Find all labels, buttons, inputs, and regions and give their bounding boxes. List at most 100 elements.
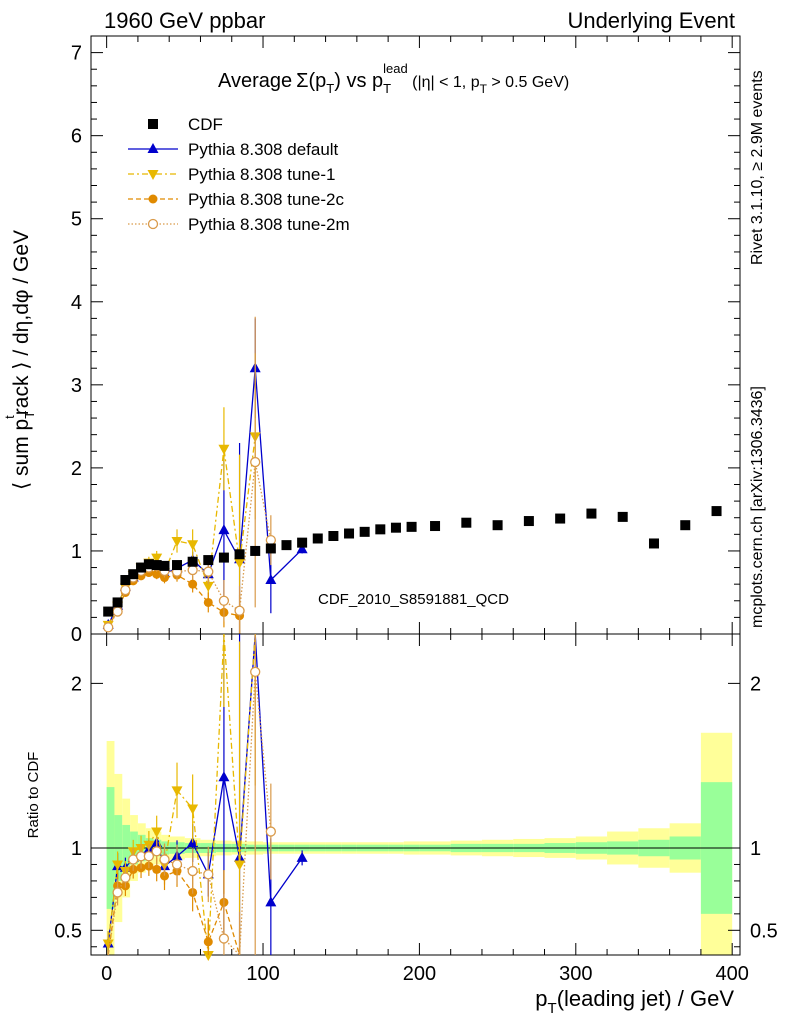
- point-tune2m: [203, 566, 214, 577]
- ratio-line-tune2m: [107, 671, 272, 957]
- point-cdf: [312, 533, 323, 544]
- legend-label-tune1: Pythia 8.308 tune-1: [188, 165, 335, 184]
- legend-label-default: Pythia 8.308 default: [188, 140, 339, 159]
- ratio-point-default: [296, 851, 308, 862]
- point-default: [218, 524, 230, 535]
- point-cdf: [281, 540, 292, 551]
- ratio-point-tune2c: [160, 871, 170, 881]
- ratio-point-tune2m: [112, 887, 123, 898]
- point-tune1: [202, 581, 214, 592]
- ratio-point-tune2m: [187, 865, 198, 877]
- ratio-line-tune1: [107, 633, 256, 956]
- legend-marker-tune2m: [147, 218, 159, 230]
- ratio-point-tune2m: [159, 854, 170, 865]
- ratio-point-tune1: [171, 786, 183, 797]
- header-analysis: Underlying Event: [567, 8, 735, 33]
- point-cdf: [492, 520, 503, 531]
- ratio-point-tune2m: [265, 826, 276, 837]
- ratio-point-tune2c: [152, 864, 162, 874]
- main-plot-data: [102, 316, 722, 634]
- ratio-point-tune1: [234, 860, 246, 871]
- point-cdf: [250, 545, 261, 556]
- main-ytick-label: 0: [71, 624, 82, 646]
- point-tune2c: [152, 569, 162, 579]
- ratio-ytick-label-right: 1: [750, 838, 761, 860]
- point-cdf: [344, 528, 355, 539]
- point-cdf: [406, 521, 417, 532]
- point-cdf: [375, 524, 386, 535]
- point-cdf: [203, 555, 214, 566]
- point-cdf: [680, 520, 691, 531]
- ratio-ylabel: Ratio to CDF: [25, 752, 42, 839]
- legend-marker-default: [147, 143, 159, 153]
- point-tune2m: [250, 456, 261, 468]
- main-ytick-label: 3: [71, 375, 82, 397]
- point-cdf: [461, 517, 472, 528]
- point-tune2c: [188, 579, 198, 589]
- legend-label-cdf: CDF: [188, 115, 223, 134]
- main-ytick-label: 5: [71, 209, 82, 231]
- rivet-label: Rivet 3.1.10, ≥ 2.9M events: [749, 70, 766, 265]
- point-cdf: [112, 597, 123, 608]
- point-cdf: [586, 508, 597, 519]
- ratio-point-tune1: [151, 827, 163, 838]
- ratio-point-tune2m: [171, 859, 183, 870]
- point-cdf: [555, 513, 566, 524]
- point-tune1: [171, 536, 183, 547]
- ratio-plot-data: [102, 633, 308, 961]
- point-tune1: [234, 558, 246, 569]
- ratio-point-tune2c: [203, 937, 213, 947]
- mcplots-label: mcplots.cern.ch [arXiv:1306.3436]: [749, 386, 766, 628]
- ratio-ytick-label: 2: [71, 673, 82, 695]
- ratio-ytick-label: 0.5: [54, 920, 82, 942]
- series-line-tune1: [107, 436, 256, 626]
- point-tune2m: [112, 606, 123, 617]
- main-ytick-label: 6: [71, 126, 82, 148]
- xlabel: pT(leading jet) / GeV: [535, 986, 734, 1017]
- legend-label-tune2c: Pythia 8.308 tune-2c: [188, 190, 344, 209]
- ratio-point-tune1: [202, 951, 214, 961]
- point-tune2m: [265, 534, 276, 546]
- point-tune2m: [103, 622, 114, 633]
- point-cdf: [430, 521, 441, 532]
- point-cdf: [648, 538, 659, 549]
- main-ylabel: ⟨ sum pTtrack ⟩ / dη,dφ / GeV: [2, 230, 37, 490]
- point-cdf: [120, 575, 131, 586]
- xtick-label: 0: [101, 963, 112, 985]
- legend-label-tune2m: Pythia 8.308 tune-2m: [188, 215, 350, 234]
- header-energy: 1960 GeV ppbar: [104, 8, 265, 33]
- ratio-ytick-label-right: 2: [750, 673, 761, 695]
- legend-marker-tune2c: [148, 194, 158, 204]
- xtick-label: 300: [559, 963, 592, 985]
- point-cdf: [617, 511, 628, 522]
- main-ytick-label: 1: [71, 541, 82, 563]
- ratio-point-default: [218, 771, 230, 782]
- main-ytick-label: 2: [71, 458, 82, 480]
- xtick-label: 200: [403, 963, 436, 985]
- point-default: [265, 574, 277, 585]
- ratio-frame-box: [90, 633, 741, 956]
- ratio-point-tune2m: [218, 933, 230, 944]
- series-line-default: [107, 368, 303, 626]
- point-tune2m: [120, 584, 131, 596]
- series-line-tune2m: [107, 461, 272, 628]
- point-tune2c: [203, 597, 213, 607]
- point-cdf: [136, 562, 147, 573]
- point-cdf: [128, 569, 139, 580]
- point-tune1: [151, 553, 163, 564]
- point-cdf: [187, 556, 198, 567]
- point-tune1: [218, 444, 230, 455]
- point-cdf: [359, 526, 370, 537]
- point-cdf: [265, 543, 276, 554]
- ratio-ytick-label: 1: [71, 838, 82, 860]
- main-ytick-label: 7: [71, 43, 82, 65]
- ratio-line-default: [107, 633, 303, 944]
- ratio-point-tune2m: [250, 666, 261, 678]
- point-tune1: [187, 540, 199, 551]
- main-ytick-label: 4: [71, 292, 82, 314]
- point-cdf: [523, 516, 534, 527]
- xtick-label: 400: [715, 963, 748, 985]
- point-cdf: [151, 560, 162, 571]
- point-cdf: [328, 530, 339, 541]
